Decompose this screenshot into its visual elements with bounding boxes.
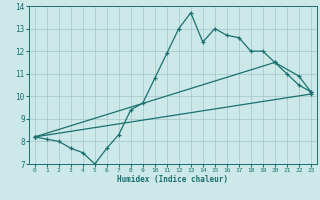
X-axis label: Humidex (Indice chaleur): Humidex (Indice chaleur) bbox=[117, 175, 228, 184]
